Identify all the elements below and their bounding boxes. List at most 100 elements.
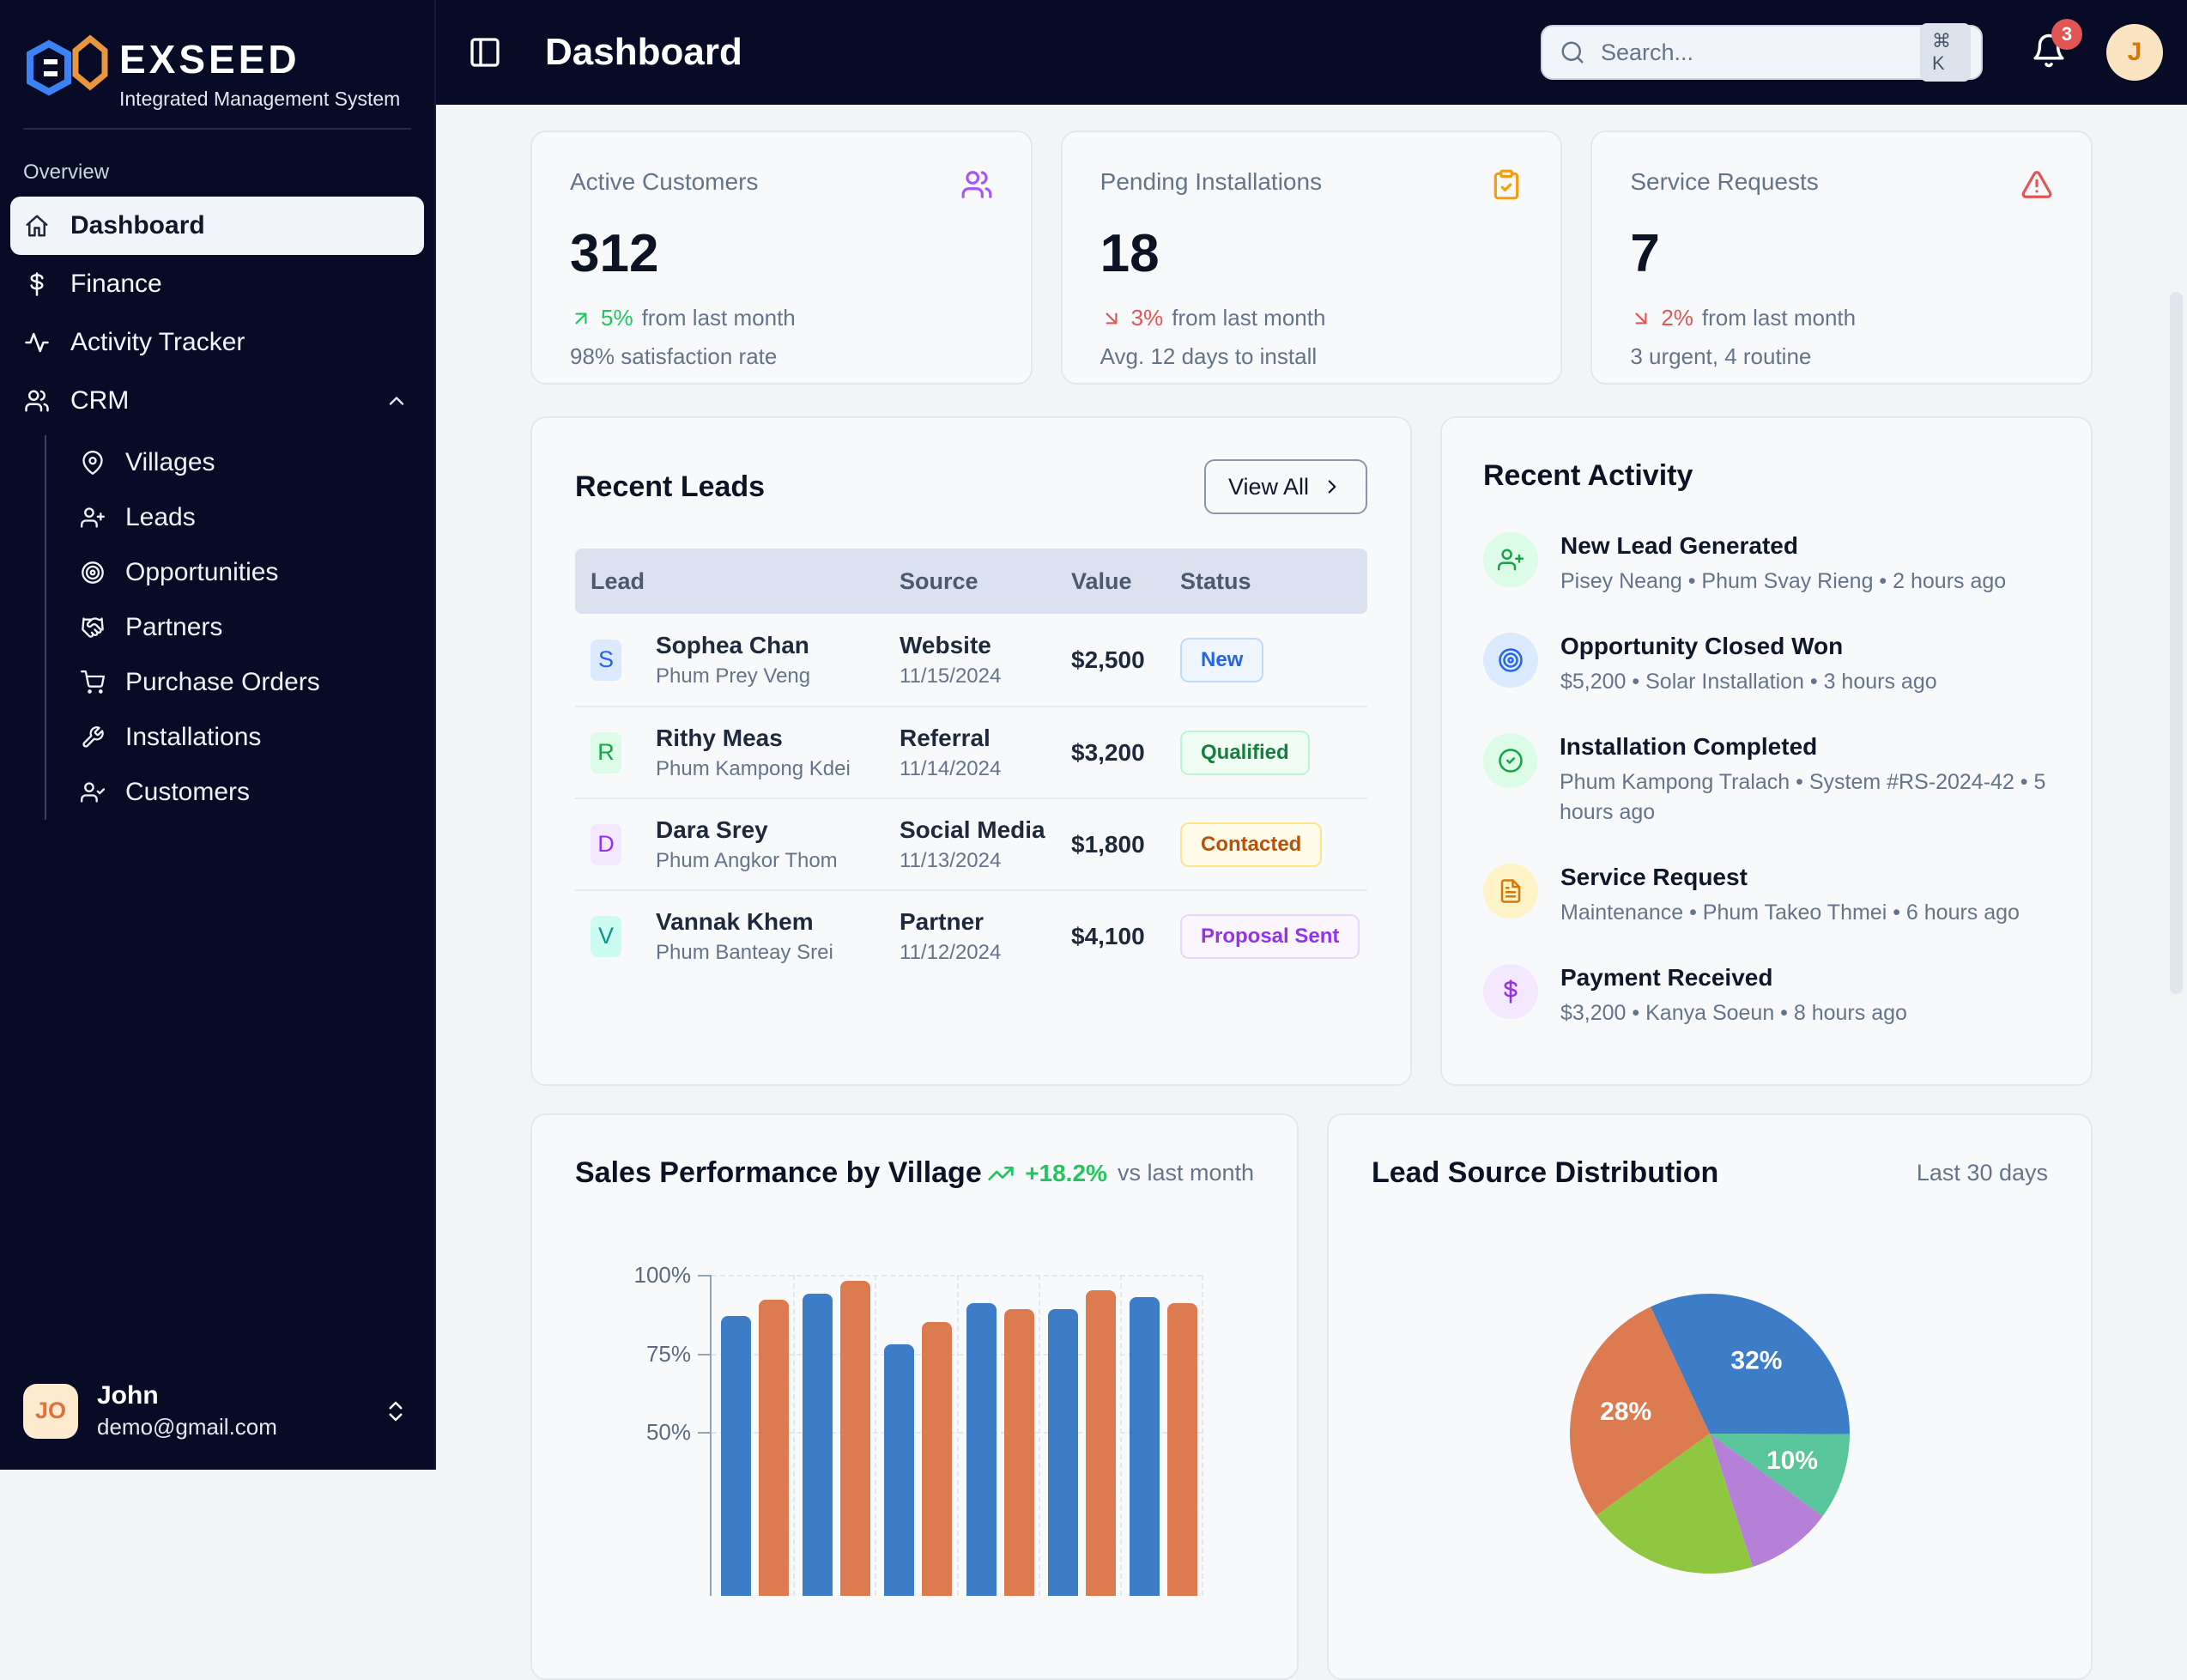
y-axis-label: 75% [597,1341,691,1368]
lead-village: Phum Angkor Thom [656,849,838,873]
stat-label: Active Customers [570,168,758,196]
sidebar-item-finance[interactable]: Finance [10,255,424,313]
activity-item: Service Request Maintenance • Phum Takeo… [1483,864,2050,928]
lead-source: Referral [900,725,1071,752]
bar-series-1 [1130,1297,1160,1596]
sidebar-item-installations[interactable]: Installations [46,710,424,765]
brand-name: EXSEED [119,36,400,82]
search-shortcut-badge: ⌘ K [1920,23,1971,82]
home-icon [24,213,50,239]
trending-up-icon [987,1160,1015,1187]
cart-icon [81,670,105,694]
sales-change-suffix: vs last month [1118,1160,1254,1186]
column-header-source: Source [900,568,1071,595]
stat-change-value: 3% [1131,305,1164,331]
search-box[interactable]: ⌘ K [1541,25,1983,80]
activity-list: New Lead Generated Pisey Neang • Phum Sv… [1483,532,2050,1028]
bar-series-1 [966,1303,997,1596]
stat-secondary: 98% satisfaction rate [570,343,993,370]
activity-detail: $5,200 • Solar Installation • 3 hours ag… [1560,667,1937,697]
user-email: demo@gmail.com [97,1414,277,1440]
bar-series-2 [840,1281,870,1596]
sidebar-item-label: Partners [125,613,222,642]
dashboard-content: Active Customers 312 5% from last month … [436,105,2187,1667]
check-circle-icon [1483,733,1537,788]
column-header-lead: Lead [591,568,900,595]
target-icon [81,561,105,585]
stat-change-text: from last month [1702,305,1856,331]
main-area: Dashboard ⌘ K 3 J Active Customers 312 5… [436,0,2187,1470]
bar-chart: 100% 75% 50% [712,1275,1202,1596]
activity-item: Payment Received $3,200 • Kanya Soeun • … [1483,964,2050,1028]
stat-card-service-requests: Service Requests 7 2% from last month 3 … [1590,130,2093,385]
sidebar-item-leads[interactable]: Leads [46,490,424,545]
table-row[interactable]: V Vannak Khem Phum Banteay Srei Partner … [575,889,1367,981]
lead-initial-chip: R [591,732,621,773]
sidebar-item-label: Villages [125,448,215,477]
lead-name: Rithy Meas [656,725,851,752]
activity-title: New Lead Generated [1560,532,2006,560]
sales-chart-title: Sales Performance by Village [575,1156,982,1190]
sidebar-item-villages[interactable]: Villages [46,435,424,490]
sidebar-item-partners[interactable]: Partners [46,600,424,655]
sales-change-badge: +18.2% [1025,1160,1107,1187]
sidebar-toggle-icon[interactable] [468,35,502,70]
sidebar-item-label: Leads [125,503,196,532]
sidebar-user[interactable]: JO John demo@gmail.com [0,1359,434,1470]
sidebar-item-purchase-orders[interactable]: Purchase Orders [46,655,424,710]
sidebar-item-opportunities[interactable]: Opportunities [46,545,424,600]
users-icon [960,168,993,201]
table-row[interactable]: S Sophea Chan Phum Prey Veng Website 11/… [575,614,1367,706]
column-header-value: Value [1071,568,1180,595]
sidebar: EXSEED Integrated Management System Over… [0,0,436,1470]
lead-date: 11/13/2024 [900,849,1071,873]
bar-series-2 [1167,1303,1197,1596]
bar-series-2 [922,1322,952,1596]
sidebar-item-label: Installations [125,723,261,752]
user-check-icon [81,780,105,804]
lead-source: Partner [900,908,1071,936]
sidebar-item-customers[interactable]: Customers [46,765,424,820]
map-pin-icon [81,451,105,475]
notifications-button[interactable]: 3 [2031,33,2067,73]
activity-item: Installation Completed Phum Kampong Tral… [1483,733,2050,828]
recent-leads-title: Recent Leads [575,470,765,504]
lead-value: $4,100 [1071,923,1180,950]
bar-series-1 [721,1316,751,1596]
chevrons-up-down-icon[interactable] [383,1398,409,1424]
stats-row: Active Customers 312 5% from last month … [530,130,2093,385]
table-row[interactable]: R Rithy Meas Phum Kampong Kdei Referral … [575,706,1367,798]
activity-item: Opportunity Closed Won $5,200 • Solar In… [1483,633,2050,697]
pie-chart: 32%10%28% [1566,1289,1854,1578]
view-all-button[interactable]: View All [1204,459,1367,514]
recent-activity-title: Recent Activity [1483,459,2050,493]
lead-source: Social Media [900,816,1071,844]
header-avatar[interactable]: J [2106,24,2163,81]
dollar-icon [24,271,50,297]
lead-value: $2,500 [1071,646,1180,674]
sidebar-item-activity-tracker[interactable]: Activity Tracker [10,313,424,372]
scrollbar-thumb[interactable] [2170,292,2183,994]
user-plus-icon [81,506,105,530]
lead-date: 11/14/2024 [900,757,1071,781]
activity-item: New Lead Generated Pisey Neang • Phum Sv… [1483,532,2050,597]
notification-count-badge: 3 [2051,19,2082,50]
arrow-down-right-icon [1630,307,1652,330]
clipboard-check-icon [1490,168,1523,201]
stat-change-text: from last month [642,305,796,331]
y-axis-label: 100% [597,1262,691,1289]
stat-value: 312 [570,223,993,284]
bar-series-1 [884,1344,914,1597]
pie-chart-period: Last 30 days [1917,1160,2048,1186]
sidebar-item-dashboard[interactable]: Dashboard [10,197,424,255]
sidebar-divider [23,128,411,130]
search-input[interactable] [1599,39,1906,67]
sidebar-item-crm[interactable]: CRM [10,372,424,430]
user-plus-icon [1483,532,1538,587]
user-name: John [97,1381,277,1410]
table-row[interactable]: D Dara Srey Phum Angkor Thom Social Medi… [575,798,1367,889]
user-avatar: JO [23,1384,78,1439]
sidebar-item-label: CRM [70,386,129,415]
